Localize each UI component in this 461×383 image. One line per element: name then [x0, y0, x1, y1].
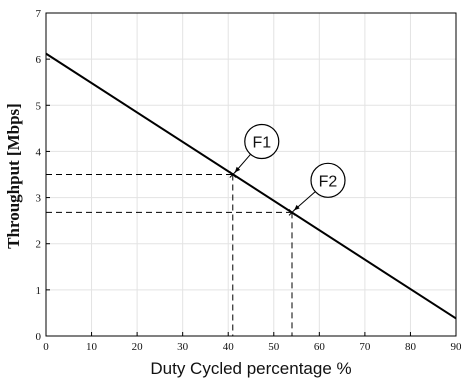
callout-circle: [310, 162, 346, 198]
y-tick-label: 1: [36, 285, 42, 297]
y-tick-label: 3: [36, 193, 42, 205]
x-tick-label: 50: [268, 341, 280, 353]
x-tick-label: 90: [451, 341, 461, 353]
x-tick-label: 20: [132, 341, 144, 353]
callout-arrowhead: [234, 166, 241, 173]
axis-ticks: 0 10 20 30 40 50 60 70 80 90 0 1 2 3 4 5 6 7: [36, 8, 461, 353]
callout-circle: [244, 123, 280, 160]
x-tick-label: 0: [43, 341, 49, 353]
y-tick-label: 4: [36, 146, 42, 158]
x-tick-label: 30: [177, 341, 189, 353]
x-tick-label: 60: [314, 341, 326, 353]
callouts: F1 F2: [234, 123, 346, 211]
x-tick-label: 40: [223, 341, 235, 353]
y-tick-label: 6: [36, 54, 42, 66]
x-tick-label: 70: [359, 341, 371, 353]
y-tick-label: 2: [36, 239, 42, 251]
callout-label: F2: [319, 173, 338, 190]
x-tick-label: 10: [86, 341, 98, 353]
y-tick-label: 7: [36, 8, 42, 20]
y-tick-label: 0: [36, 331, 42, 343]
x-tick-label: 80: [405, 341, 417, 353]
y-axis-label: Throughput [Mbps]: [4, 103, 23, 249]
series-line: [45, 52, 457, 320]
guide-lines: [46, 171, 296, 336]
x-axis-label: Duty Cycled percentage %: [150, 359, 351, 378]
callout-arrowhead: [294, 204, 300, 211]
callout-label: F1: [252, 135, 271, 152]
y-tick-label: 5: [36, 100, 42, 112]
series-group: [45, 52, 457, 320]
